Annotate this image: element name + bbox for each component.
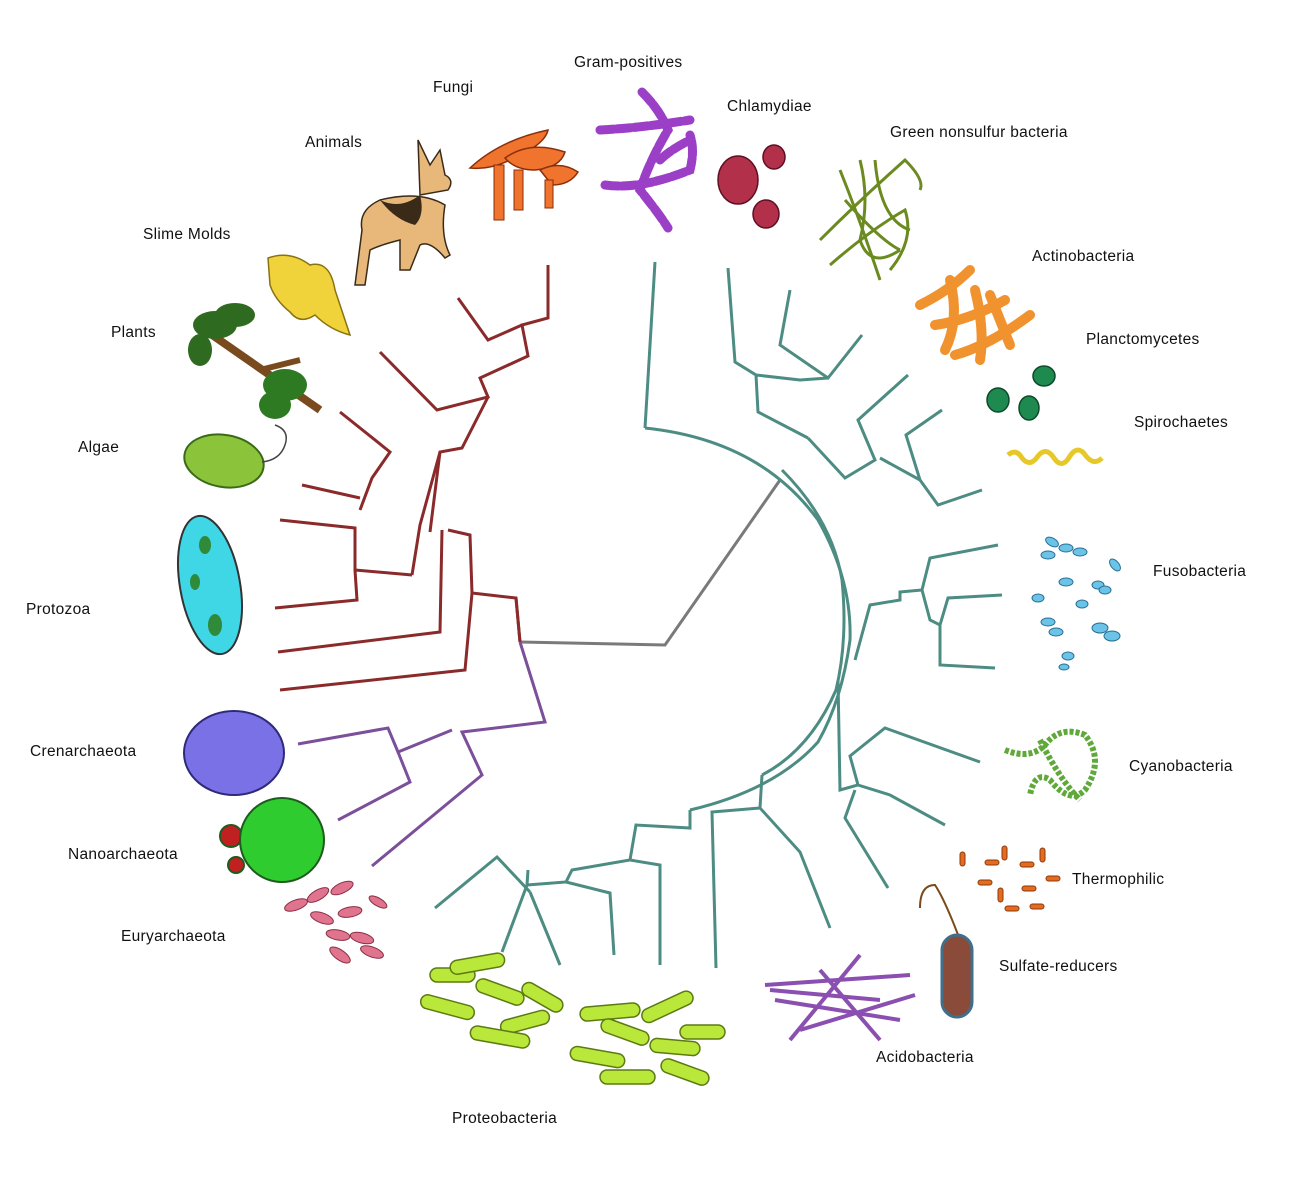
label-protozoa: Protozoa	[26, 601, 91, 618]
euryarchaeota-cells-icon	[284, 880, 388, 964]
label-proteobacteria: Proteobacteria	[452, 1110, 558, 1127]
bacteria-branches	[434, 261, 1003, 969]
label-cyanobacteria: Cyanobacteria	[1129, 758, 1233, 775]
label-plants: Plants	[111, 324, 156, 341]
label-fusobacteria: Fusobacteria	[1153, 563, 1247, 580]
label-acidobacteria: Acidobacteria	[876, 1049, 974, 1066]
algae-cell-icon	[183, 424, 287, 489]
green-filament-icon	[818, 157, 923, 281]
thermophilic-rods-icon	[959, 845, 1061, 912]
root-branches	[519, 479, 782, 647]
slime-mold-icon	[267, 254, 352, 337]
label-euryarchaeota: Euryarchaeota	[121, 928, 226, 945]
proteobacteria-rods-icon	[419, 952, 726, 1086]
label-planctomycetes: Planctomycetes	[1086, 331, 1200, 348]
planctomycetes-cells-icon	[986, 365, 1056, 421]
label-actinobacteria: Actinobacteria	[1032, 248, 1135, 265]
label-fungi: Fungi	[433, 79, 474, 96]
label-spirochaetes: Spirochaetes	[1134, 414, 1229, 431]
crenarchaeota-cell-icon	[183, 710, 285, 796]
eukaryota-branches	[274, 265, 550, 692]
label-chlamydiae: Chlamydiae	[727, 98, 812, 115]
label-green-nonsulfur: Green nonsulfur bacteria	[890, 124, 1068, 141]
label-sulfate-reducers: Sulfate-reducers	[999, 958, 1118, 975]
spirochaete-spiral-icon	[1006, 447, 1104, 466]
sulfate-reducer-cell-icon	[919, 883, 974, 1019]
label-thermophilic: Thermophilic	[1072, 871, 1165, 888]
dog-icon	[354, 139, 452, 286]
label-crenarchaeota: Crenarchaeota	[30, 743, 137, 760]
archaea-branches	[297, 641, 547, 868]
cyanobacteria-chain-icon	[1003, 728, 1098, 803]
fusobacteria-rods-icon	[1031, 536, 1121, 671]
label-animals: Animals	[305, 134, 363, 151]
label-slime-molds: Slime Molds	[143, 226, 231, 243]
fern-plant-icon	[188, 303, 323, 419]
label-gram-positives: Gram-positives	[574, 54, 683, 71]
paramecium-icon	[177, 514, 243, 656]
nanoarchaeota-cell-icon	[219, 797, 325, 883]
acidobacteria-filaments-icon	[764, 953, 916, 1042]
label-algae: Algae	[78, 439, 120, 456]
actinobacteria-branches-icon	[915, 265, 1035, 365]
chlamydiae-cluster-icon	[717, 144, 786, 229]
gram-positive-chain-icon	[595, 87, 697, 233]
label-nanoarchaeota: Nanoarchaeota	[68, 846, 178, 863]
mushroom-icon	[468, 129, 580, 221]
